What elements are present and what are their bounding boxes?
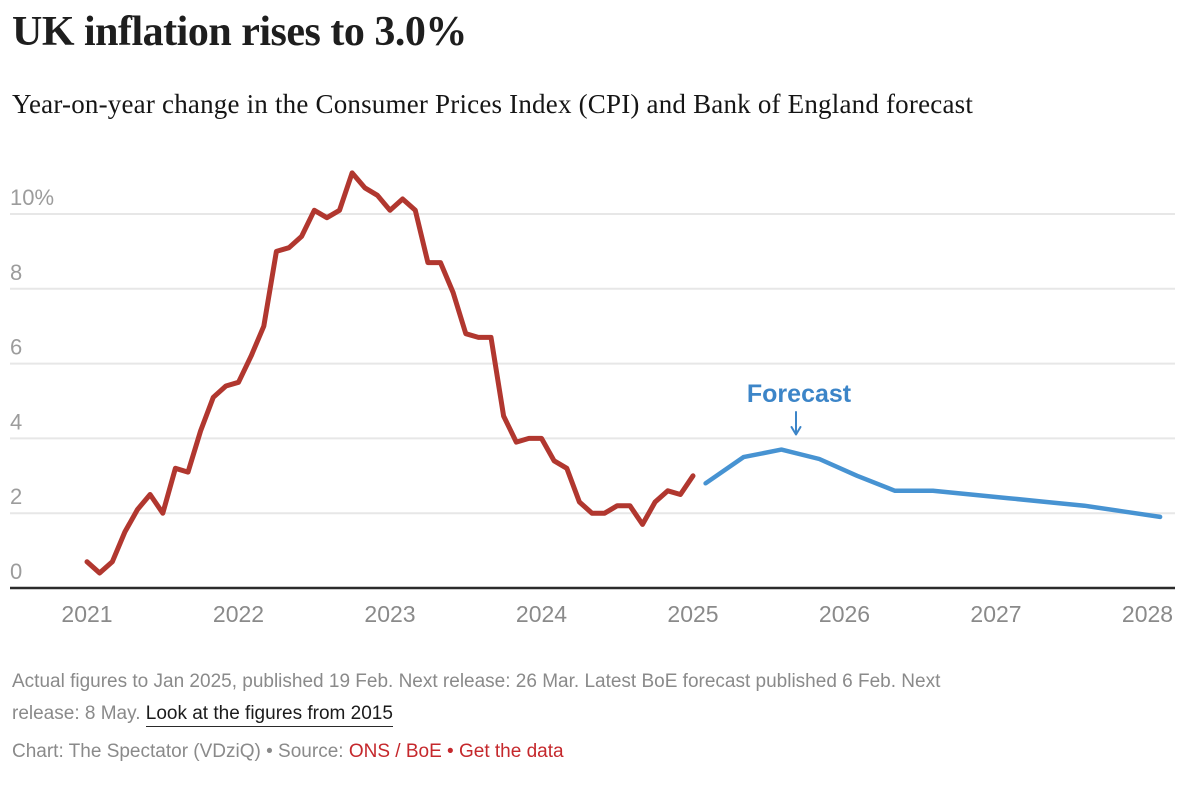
- credit-prefix: Chart: The Spectator (VDziQ) • Source:: [12, 741, 349, 762]
- x-tick-label: 2023: [364, 601, 415, 627]
- x-tick-label: 2022: [213, 601, 264, 627]
- figures-2015-link[interactable]: Look at the figures from 2015: [145, 703, 393, 727]
- get-data-link[interactable]: Get the data: [458, 741, 564, 762]
- footnote-line1: Actual figures to Jan 2025, published 19…: [12, 671, 941, 692]
- cpi-actual-line[interactable]: [84, 170, 696, 576]
- chart-title: UK inflation rises to 3.0%: [12, 9, 467, 55]
- y-tick-label: 2: [10, 484, 22, 509]
- credit-line: Chart: The Spectator (VDziQ) • Source: O…: [12, 740, 1172, 764]
- x-tick-label: 2026: [819, 601, 870, 627]
- cpi-line-chart: 0 2 4 6 8 10% 2021 2022 2023 2024 2025 2026 2027 2028…: [10, 170, 1175, 627]
- x-tick-label: 2028: [1122, 601, 1173, 627]
- y-tick-label: 4: [10, 409, 22, 434]
- chart-subtitle: Year-on-year change in the Consumer Pric…: [12, 89, 974, 119]
- x-tick-label: 2027: [970, 601, 1021, 627]
- x-tick-label: 2024: [516, 601, 567, 627]
- source-link[interactable]: ONS / BoE: [348, 741, 442, 762]
- y-tick-label: 6: [10, 335, 22, 360]
- credit-separator: •: [441, 741, 459, 762]
- x-tick-label: 2021: [61, 601, 112, 627]
- footnote: Actual figures to Jan 2025, published 19…: [12, 666, 1172, 730]
- forecast-annotation-arrow-icon: [790, 411, 802, 436]
- y-tick-label: 10%: [10, 185, 54, 210]
- forecast-line[interactable]: [703, 447, 1163, 520]
- y-tick-label: 8: [10, 260, 22, 285]
- x-tick-label: 2025: [667, 601, 718, 627]
- footnote-line2: release: 8 May.: [12, 703, 146, 724]
- y-tick-label: 0: [10, 559, 22, 584]
- forecast-annotation-label: Forecast: [747, 380, 852, 408]
